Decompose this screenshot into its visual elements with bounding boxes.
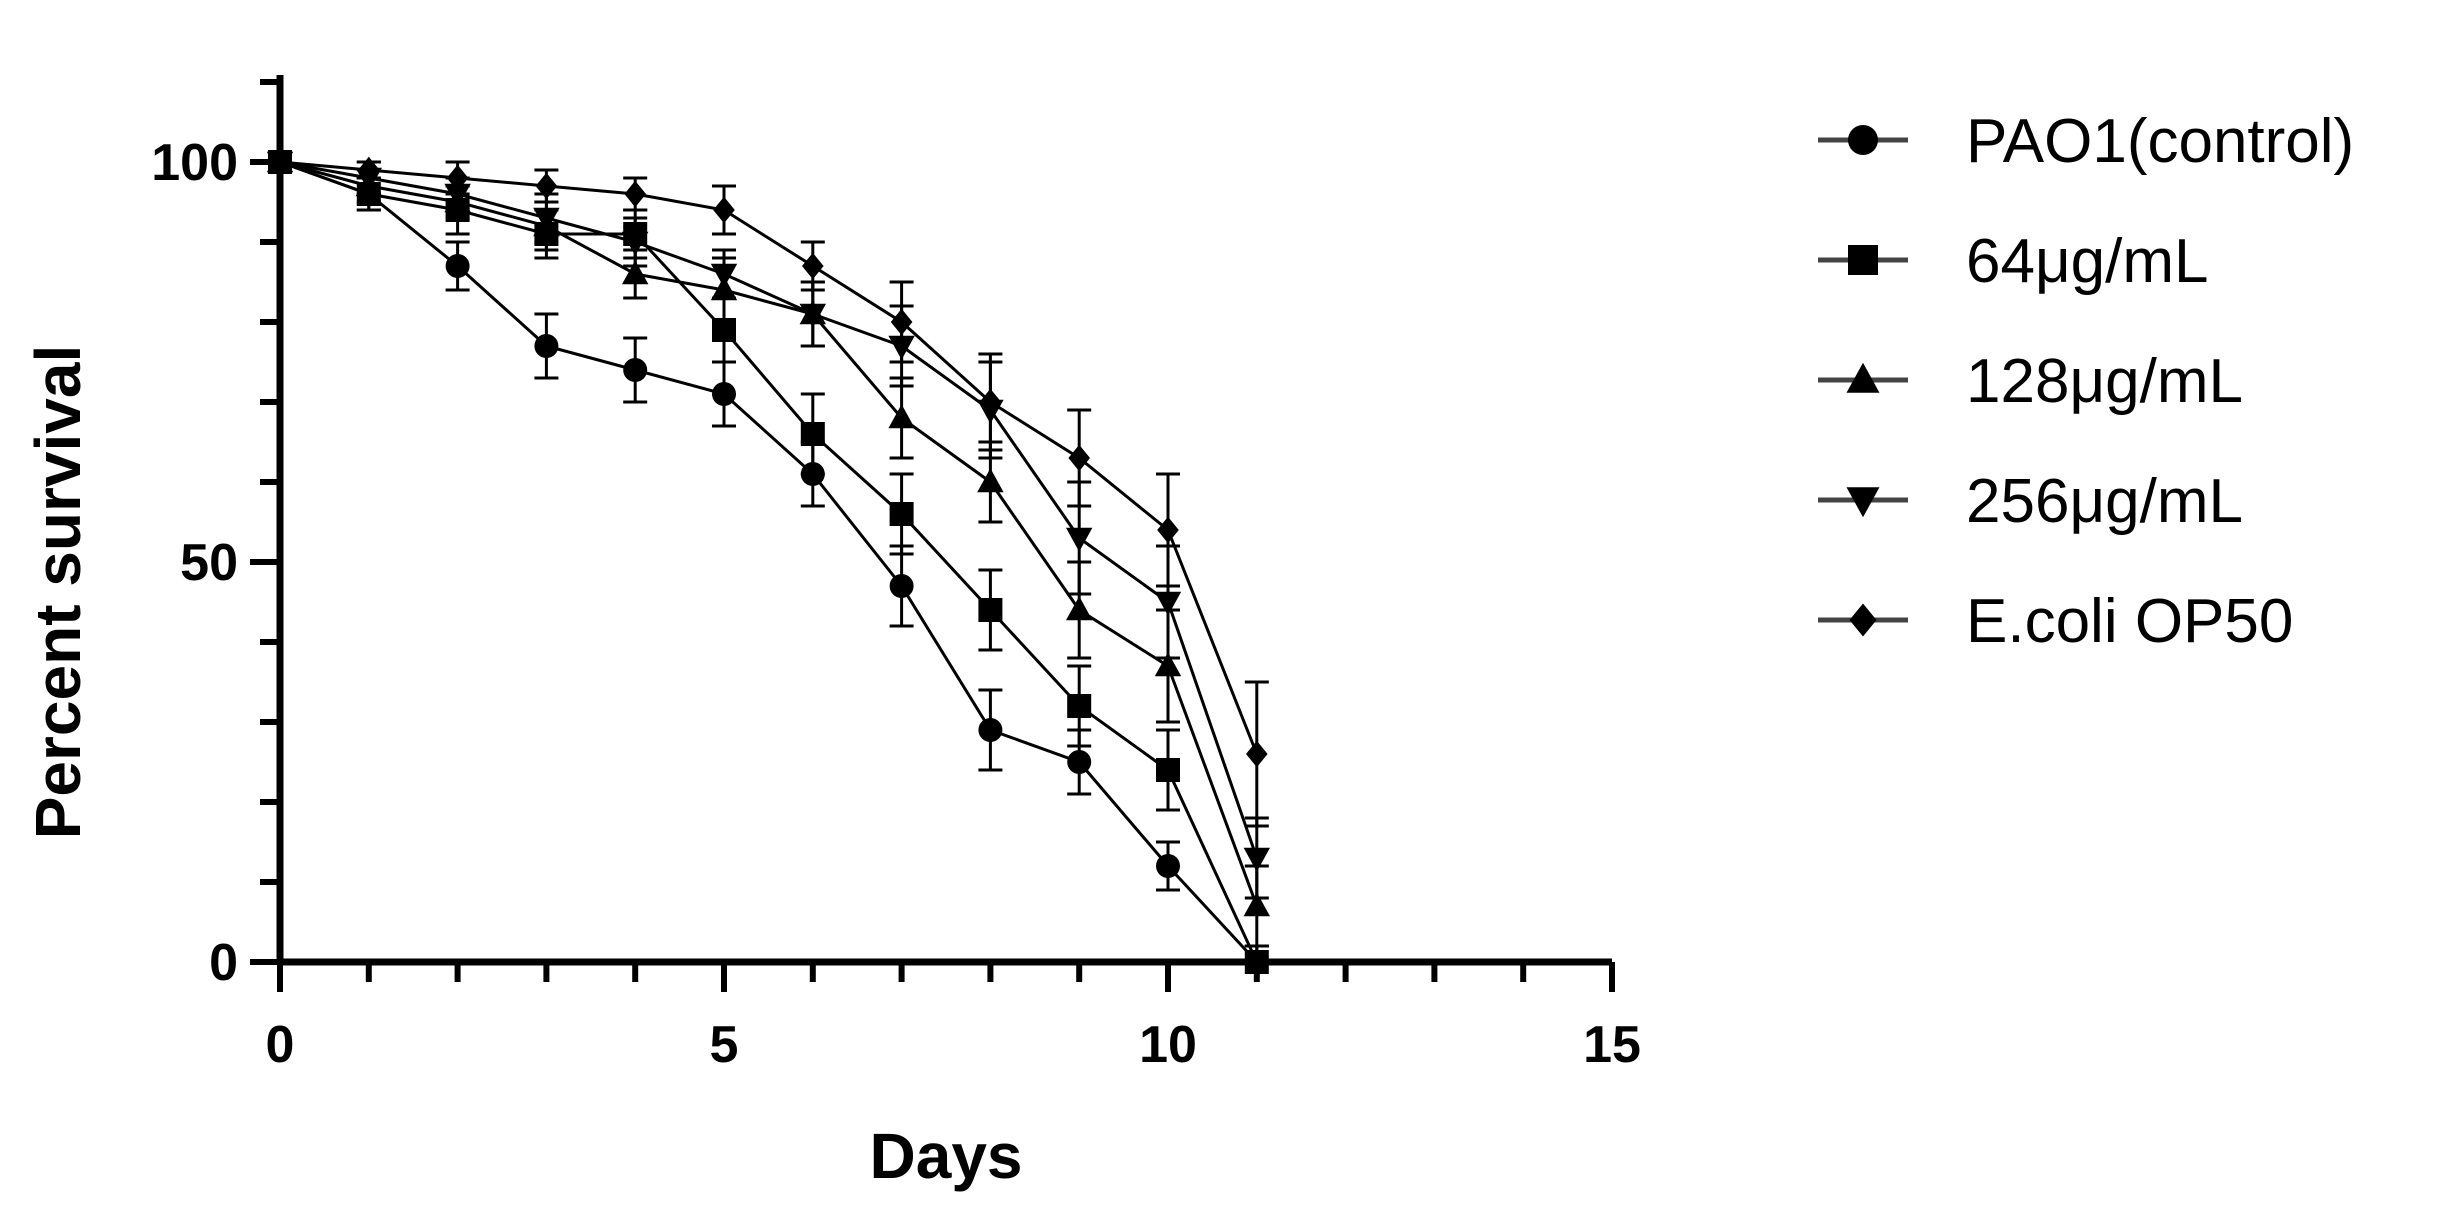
data-point [446, 164, 469, 192]
data-point [1243, 847, 1270, 872]
data-point [1154, 591, 1182, 616]
data-point [799, 303, 826, 328]
data-point [1244, 950, 1269, 974]
data-point [1156, 758, 1180, 782]
series-group [266, 148, 1270, 974]
legend-label: E.coli OP50 [1966, 587, 2293, 656]
data-point [1068, 444, 1090, 472]
series-3 [266, 151, 1270, 900]
series-line [279, 160, 1259, 859]
legend-label: 128μg/mL [1966, 347, 2243, 416]
data-point [535, 172, 558, 200]
series-line [279, 160, 1259, 755]
legend-item: 256μg/mL [1818, 467, 2243, 536]
data-point [712, 382, 736, 406]
legend-item: E.coli OP50 [1818, 587, 2293, 656]
legend: PAO1(control) 64μg/mL 128μg/mL 256μg/mL E.co… [1818, 107, 2354, 656]
data-point [710, 263, 738, 288]
data-point [802, 252, 824, 280]
data-point [1067, 694, 1092, 718]
data-point [1157, 516, 1179, 544]
data-point [978, 718, 1003, 742]
data-point [890, 308, 913, 336]
y-tick-label: 100 [151, 134, 238, 192]
series-1 [268, 150, 1269, 974]
x-tick-label: 10 [1139, 1016, 1197, 1074]
legend-item: 128μg/mL [1818, 347, 2243, 416]
legend-label: 256μg/mL [1966, 467, 2243, 536]
legend-marker [1849, 603, 1877, 637]
y-axis-title: Percent survival [22, 345, 94, 840]
y-tick-label: 50 [180, 534, 238, 592]
data-point [269, 148, 291, 176]
data-point [978, 598, 1003, 622]
data-point [800, 422, 825, 446]
data-point [1243, 892, 1270, 917]
x-tick-label: 5 [710, 1016, 739, 1074]
legend-marker [1848, 125, 1878, 155]
legend-label: PAO1(control) [1966, 107, 2354, 176]
axes: 0 5 10 15 0 50 100 [151, 75, 1641, 1074]
data-point [623, 358, 648, 382]
data-point [889, 502, 914, 526]
x-tick-label: 15 [1583, 1016, 1641, 1074]
data-point [1066, 596, 1093, 621]
legend-marker [1848, 245, 1878, 275]
data-point [713, 196, 735, 224]
data-point [624, 180, 646, 208]
legend-item: PAO1(control) [1818, 107, 2354, 176]
data-point [1067, 750, 1092, 774]
legend-item: 64μg/mL [1818, 227, 2209, 296]
series-line [279, 160, 1259, 907]
legend-label: 64μg/mL [1966, 227, 2209, 296]
legend-marker [1846, 362, 1880, 393]
x-tick-label: 0 [266, 1016, 295, 1074]
y-tick-label: 0 [209, 934, 238, 992]
series-2 [266, 148, 1270, 948]
data-point [977, 468, 1004, 493]
data-point [888, 404, 915, 429]
data-point [622, 260, 649, 285]
data-point [1154, 652, 1182, 677]
data-point [533, 207, 560, 232]
data-point [444, 183, 471, 208]
data-point [1066, 527, 1093, 552]
data-point [358, 156, 380, 184]
data-point [1156, 854, 1180, 878]
data-point [1246, 740, 1268, 768]
series-line [279, 160, 1259, 963]
data-point [979, 388, 1002, 416]
data-point [622, 231, 649, 256]
data-point [889, 574, 914, 598]
series-4 [269, 148, 1269, 828]
data-point [534, 334, 559, 358]
series-0 [268, 150, 1269, 974]
legend-marker [1846, 487, 1880, 518]
data-point [445, 254, 470, 278]
series-line [279, 160, 1258, 964]
x-axis-title: Days [870, 1120, 1023, 1192]
